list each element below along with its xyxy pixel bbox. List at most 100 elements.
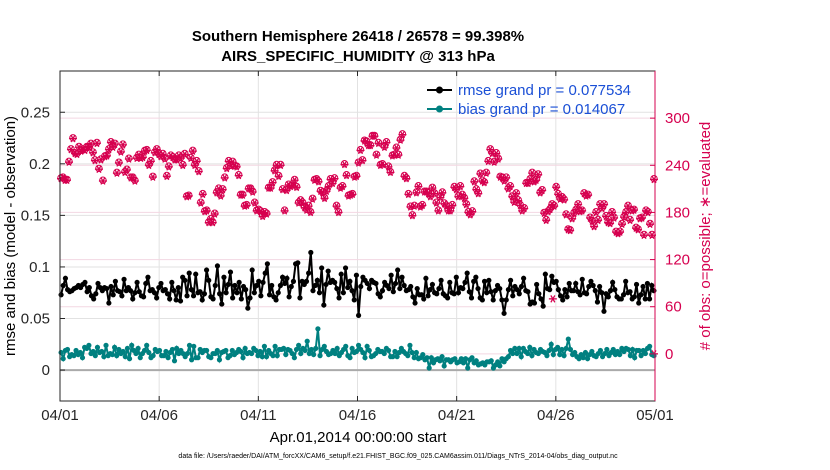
obs-possible-point bbox=[472, 185, 481, 193]
bias-point bbox=[242, 345, 248, 352]
rmse-point bbox=[112, 278, 118, 284]
obs-evaluated-point bbox=[130, 177, 139, 185]
obs-possible-point bbox=[67, 145, 75, 153]
rmse-point bbox=[310, 288, 316, 294]
obs-evaluated-stroke bbox=[607, 219, 613, 228]
obs-evaluated-point bbox=[348, 190, 357, 199]
obs-evaluated-point bbox=[408, 211, 417, 220]
rmse-point bbox=[230, 295, 236, 301]
obs-evaluated-point bbox=[282, 186, 291, 195]
obs-evaluated-stroke bbox=[385, 163, 392, 171]
obs-evaluated-point bbox=[330, 174, 339, 183]
obs-evaluated-point bbox=[448, 201, 457, 210]
obs-evaluated-stroke bbox=[218, 192, 224, 200]
rmse-point bbox=[169, 279, 175, 286]
rmse-point bbox=[221, 274, 227, 280]
obs-evaluated-point bbox=[606, 219, 615, 228]
rmse-point bbox=[592, 288, 598, 294]
obs-evaluated-point bbox=[468, 207, 477, 216]
obs-evaluated-stroke bbox=[164, 172, 170, 181]
rmse-point bbox=[173, 297, 179, 303]
rmse-point bbox=[134, 279, 140, 286]
rmse-point bbox=[82, 279, 88, 286]
obs-evaluated-point bbox=[308, 195, 317, 203]
rmse-point bbox=[171, 288, 177, 294]
obs-evaluated-point bbox=[476, 170, 485, 178]
rmse-point bbox=[447, 279, 453, 286]
rmse-point bbox=[121, 276, 127, 282]
obs-evaluated-stroke bbox=[517, 201, 523, 210]
obs-evaluated-point bbox=[600, 200, 609, 209]
bias-point bbox=[146, 349, 152, 356]
obs-possible-point bbox=[592, 207, 600, 216]
rmse-point bbox=[95, 280, 101, 287]
rmse-point bbox=[260, 279, 266, 286]
obs-evaluated-stroke bbox=[290, 181, 296, 190]
obs-evaluated-point bbox=[548, 295, 557, 303]
bias-point bbox=[317, 353, 323, 359]
obs-evaluated-stroke bbox=[543, 216, 549, 225]
bias-point bbox=[195, 355, 201, 361]
obs-possible-point bbox=[456, 182, 465, 190]
bias-point bbox=[259, 354, 265, 360]
rmse-point bbox=[351, 297, 357, 303]
bias-point bbox=[208, 355, 214, 361]
obs-possible-point bbox=[620, 212, 628, 221]
obs-evaluated-point bbox=[220, 174, 229, 182]
rmse-point bbox=[321, 302, 327, 308]
obs-evaluated-point bbox=[352, 172, 361, 181]
rmse-point bbox=[358, 283, 364, 290]
obs-evaluated-point bbox=[494, 155, 503, 163]
rmse-point bbox=[549, 273, 555, 279]
obs-evaluated-stroke bbox=[310, 195, 316, 203]
bias-point bbox=[77, 349, 83, 356]
rmse-point bbox=[366, 285, 373, 292]
obs-evaluated-stroke bbox=[461, 194, 467, 203]
rmse-point bbox=[599, 290, 605, 296]
rmse-point bbox=[353, 272, 360, 278]
rmse-point bbox=[210, 296, 216, 302]
obs-evaluated-point bbox=[68, 134, 77, 143]
obs-evaluated-stroke bbox=[573, 206, 579, 214]
obs-evaluated-stroke bbox=[631, 206, 637, 214]
rmse-point bbox=[525, 289, 531, 295]
obs-evaluated-stroke bbox=[409, 211, 415, 220]
obs-evaluated-point bbox=[528, 169, 537, 177]
obs-evaluated-stroke bbox=[72, 149, 78, 158]
bias-point bbox=[381, 350, 387, 357]
obs-evaluated-stroke bbox=[473, 185, 479, 194]
rmse-point bbox=[290, 278, 297, 284]
bias-point bbox=[161, 353, 167, 359]
bias-point bbox=[137, 355, 143, 361]
bias-point bbox=[441, 363, 447, 369]
obs-evaluated-point bbox=[304, 202, 313, 210]
bias-point bbox=[604, 346, 610, 353]
obs-possible-point bbox=[482, 168, 490, 177]
bias-point bbox=[291, 355, 297, 361]
obs-evaluated-point bbox=[414, 182, 423, 191]
obs-evaluated-stroke bbox=[327, 175, 334, 184]
bias-point bbox=[189, 357, 195, 363]
rmse-point bbox=[275, 290, 281, 296]
bias-point bbox=[642, 350, 648, 357]
obs-evaluated-point bbox=[290, 176, 299, 185]
obs-possible-point bbox=[486, 145, 494, 153]
x-axis-label: Apr.01,2014 00:00:00 start bbox=[270, 429, 448, 446]
obs-possible-point bbox=[414, 182, 423, 190]
obs-evaluated-stroke bbox=[639, 214, 645, 222]
obs-evaluated-stroke bbox=[264, 210, 270, 218]
rmse-point bbox=[499, 297, 505, 303]
obs-evaluated-point bbox=[320, 194, 329, 203]
obs-possible-point bbox=[89, 148, 97, 156]
obs-evaluated-point bbox=[622, 208, 631, 217]
obs-evaluated-stroke bbox=[627, 216, 633, 225]
obs-evaluated-point bbox=[396, 136, 405, 144]
obs-evaluated-stroke bbox=[397, 136, 403, 144]
legend-bias-marker bbox=[436, 105, 443, 113]
obs-evaluated-point bbox=[412, 188, 421, 197]
obs-evaluated-point bbox=[456, 182, 465, 191]
obs-possible-point bbox=[115, 158, 123, 166]
obs-evaluated-point bbox=[560, 196, 569, 204]
rmse-point bbox=[141, 294, 147, 300]
bias-point bbox=[191, 343, 197, 349]
